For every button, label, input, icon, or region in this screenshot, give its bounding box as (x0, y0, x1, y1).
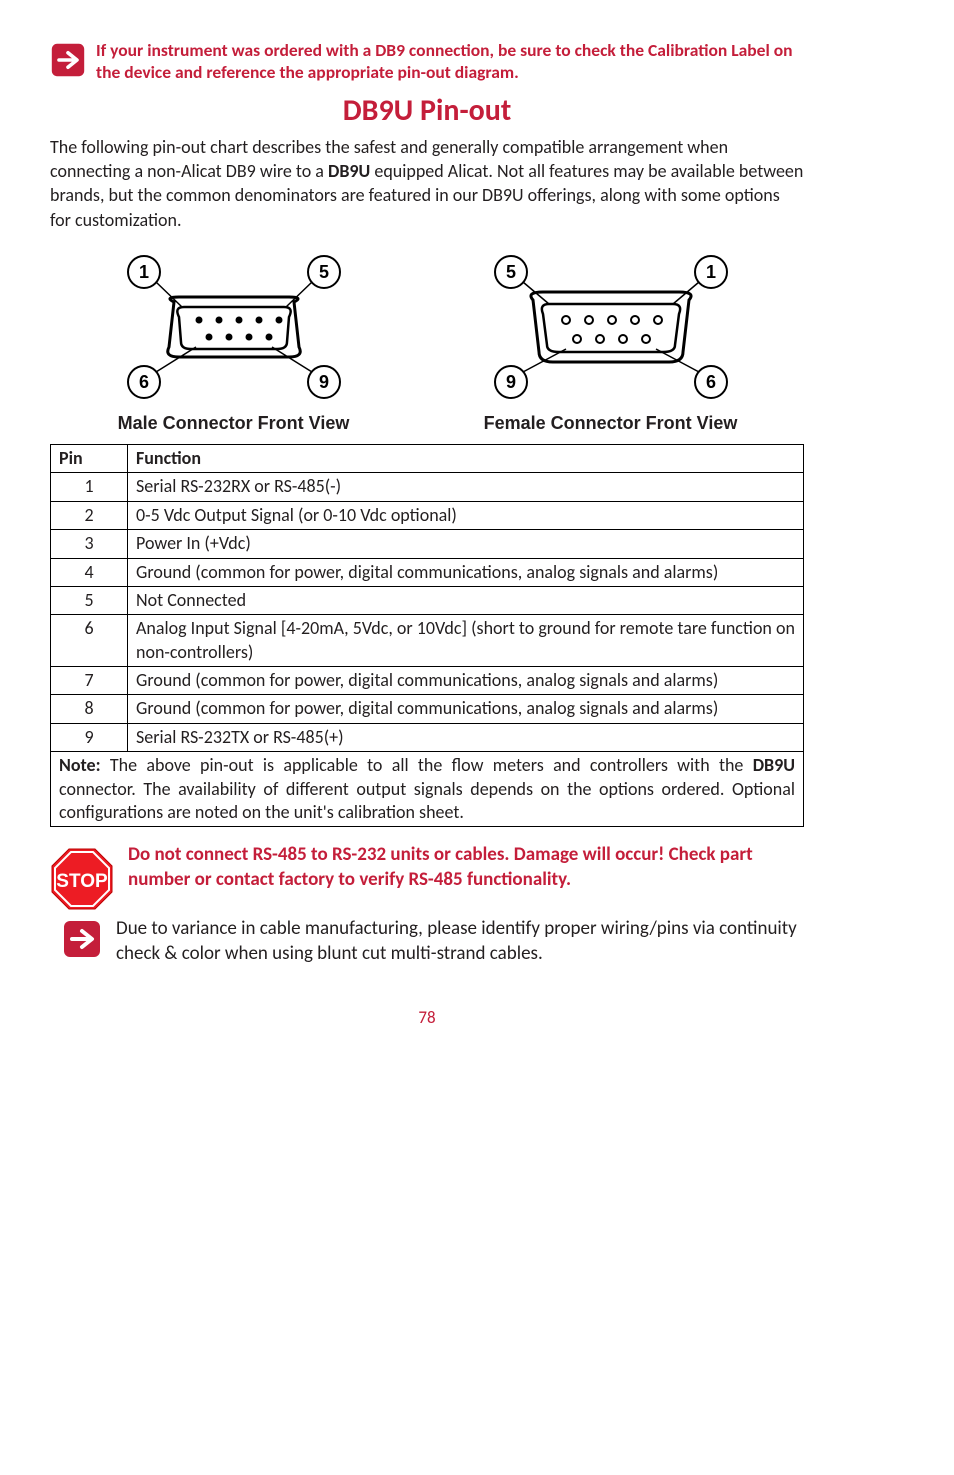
pin-cell: 1 (51, 473, 128, 501)
svg-text:STOP: STOP (56, 871, 108, 892)
svg-text:5: 5 (318, 262, 328, 282)
func-cell: Serial RS-232RX or RS-485(-) (128, 473, 804, 501)
svg-text:9: 9 (318, 372, 328, 392)
header-pin: Pin (51, 444, 128, 472)
page-title: DB9U Pin-out (50, 92, 804, 129)
table-row: 5Not Connected (51, 586, 804, 614)
table-row: 4Ground (common for power, digital commu… (51, 558, 804, 586)
note-a: The above pin-out is applicable to all t… (101, 754, 753, 776)
stop-warning-text: Do not connect RS-485 to RS-232 units or… (128, 843, 804, 892)
pin-cell: 7 (51, 667, 128, 695)
pinout-table: Pin Function 1Serial RS-232RX or RS-485(… (50, 444, 804, 827)
page-number: 78 (50, 1007, 804, 1028)
pin-cell: 8 (51, 695, 128, 723)
table-note-row: Note: The above pin-out is applicable to… (51, 752, 804, 827)
male-connector-block: 1 5 6 9 Male Connector Front View (104, 252, 364, 434)
stop-warning-block: STOP Do not connect RS-485 to RS-232 uni… (50, 843, 804, 911)
table-note-cell: Note: The above pin-out is applicable to… (51, 752, 804, 827)
table-header-row: Pin Function (51, 444, 804, 472)
svg-text:6: 6 (705, 372, 715, 392)
connectors-row: 1 5 6 9 Male Connector Front View 5 1 9 (50, 252, 804, 434)
female-connector-block: 5 1 9 6 Female Connector Front View (471, 252, 751, 434)
table-row: 9Serial RS-232TX or RS-485(+) (51, 723, 804, 751)
table-row: 8Ground (common for power, digital commu… (51, 695, 804, 723)
func-cell: Ground (common for power, digital commun… (128, 667, 804, 695)
table-row: 20-5 Vdc Output Signal (or 0-10 Vdc opti… (51, 501, 804, 529)
func-cell: Ground (common for power, digital commun… (128, 695, 804, 723)
pin-cell: 2 (51, 501, 128, 529)
top-note-text: If your instrument was ordered with a DB… (96, 40, 804, 84)
female-connector-label: Female Connector Front View (471, 413, 751, 434)
info-arrow-block: Due to variance in cable manufacturing, … (50, 917, 804, 966)
male-connector-label: Male Connector Front View (104, 413, 364, 434)
func-cell: 0-5 Vdc Output Signal (or 0-10 Vdc optio… (128, 501, 804, 529)
note-bold2: DB9U (753, 754, 795, 776)
note-b: connector. The availability of different… (59, 778, 795, 823)
female-connector-icon: 5 1 9 6 (471, 252, 751, 402)
pin-cell: 6 (51, 615, 128, 667)
svg-text:9: 9 (505, 372, 515, 392)
svg-text:1: 1 (138, 262, 148, 282)
svg-text:5: 5 (505, 262, 515, 282)
table-row: 3Power In (+Vdc) (51, 530, 804, 558)
arrow-right-icon (50, 42, 86, 78)
pin-cell: 3 (51, 530, 128, 558)
top-arrow-note: If your instrument was ordered with a DB… (50, 40, 804, 84)
table-row: 6Analog Input Signal [4-20mA, 5Vdc, or 1… (51, 615, 804, 667)
func-cell: Analog Input Signal [4-20mA, 5Vdc, or 10… (128, 615, 804, 667)
header-function: Function (128, 444, 804, 472)
info-text: Due to variance in cable manufacturing, … (116, 917, 804, 966)
pin-cell: 9 (51, 723, 128, 751)
svg-text:1: 1 (705, 262, 715, 282)
pin-cell: 4 (51, 558, 128, 586)
arrow-right-icon (62, 919, 102, 959)
func-cell: Power In (+Vdc) (128, 530, 804, 558)
func-cell: Not Connected (128, 586, 804, 614)
table-row: 7Ground (common for power, digital commu… (51, 667, 804, 695)
func-cell: Ground (common for power, digital commun… (128, 558, 804, 586)
intro-paragraph: The following pin-out chart describes th… (50, 135, 804, 232)
svg-text:6: 6 (138, 372, 148, 392)
male-connector-icon: 1 5 6 9 (104, 252, 364, 402)
stop-icon: STOP (50, 847, 114, 911)
func-cell: Serial RS-232TX or RS-485(+) (128, 723, 804, 751)
intro-bold: DB9U (328, 160, 370, 182)
pin-cell: 5 (51, 586, 128, 614)
table-row: 1Serial RS-232RX or RS-485(-) (51, 473, 804, 501)
note-bold: Note: (59, 754, 101, 776)
